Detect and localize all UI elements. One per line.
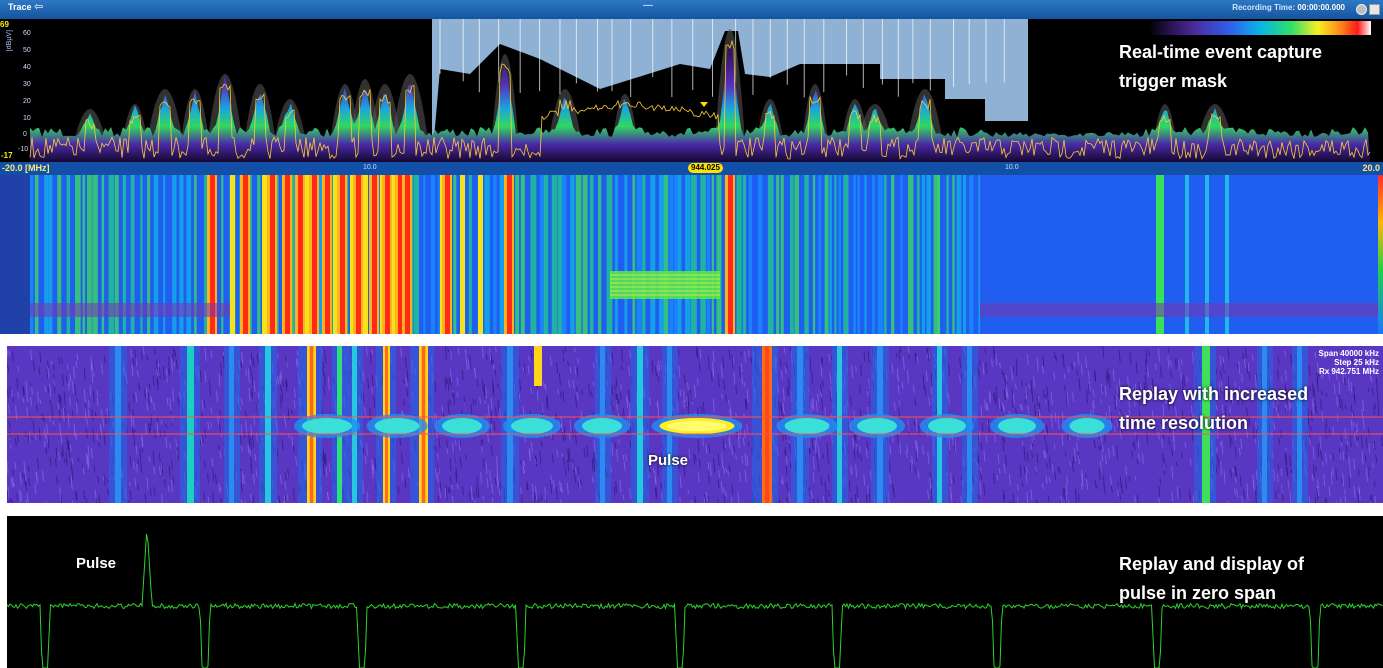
y-axis-max: 69 bbox=[0, 20, 9, 29]
window-title: Trace bbox=[8, 2, 32, 12]
callout-line: Replay with increased bbox=[1119, 384, 1309, 404]
spectrogram bbox=[0, 175, 1378, 334]
y-tick: -10 bbox=[18, 146, 29, 153]
zero-span-panel: Pulse Replay and display of pulse in zer… bbox=[7, 516, 1383, 668]
window-titlebar: Trace ⇦ — Recording Time: 00:00:00.000 bbox=[0, 0, 1383, 19]
trigger-mask-callout: Real-time event capture trigger mask bbox=[1119, 38, 1322, 96]
zero-span-callout: Replay and display of pulse in zero span bbox=[1119, 550, 1304, 608]
replay-waterfall bbox=[7, 346, 1383, 503]
spectrogram-color-legend bbox=[1378, 175, 1383, 334]
rx-readout: Rx 942.751 MHz bbox=[1318, 367, 1379, 376]
freq-axis-right: 20.0 bbox=[1362, 163, 1380, 173]
y-tick: 0 bbox=[23, 131, 27, 138]
y-tick: 30 bbox=[23, 81, 31, 88]
spectrum-trace-plot bbox=[0, 19, 1383, 162]
recording-time-value: 00:00:00.000 bbox=[1297, 3, 1345, 12]
recording-time-label: Recording Time: bbox=[1232, 3, 1296, 12]
frequency-marker[interactable]: 944.025 bbox=[688, 163, 723, 173]
replay-waterfall-panel: Span 40000 kHz Step 25 kHz Rx 942.751 MH… bbox=[7, 346, 1383, 503]
y-axis-min: -17 bbox=[1, 151, 13, 160]
freq-tick: 10.0 bbox=[363, 164, 377, 171]
y-tick: 40 bbox=[23, 64, 31, 71]
callout-line: time resolution bbox=[1119, 413, 1249, 433]
freq-axis-left: -20.0 [MHz] bbox=[2, 163, 50, 173]
pulse-label: Pulse bbox=[648, 452, 689, 469]
trace-panel: Trace ⇦ — Recording Time: 00:00:00.000 6… bbox=[0, 0, 1383, 334]
freq-tick: 10.0 bbox=[1005, 164, 1019, 171]
y-tick: 50 bbox=[23, 47, 31, 54]
recording-time: Recording Time: 00:00:00.000 bbox=[1232, 3, 1345, 12]
close-icon[interactable] bbox=[1369, 4, 1380, 15]
minimize-glyph[interactable]: — bbox=[643, 0, 653, 11]
callout-line: trigger mask bbox=[1119, 71, 1228, 91]
y-tick: 60 bbox=[23, 30, 31, 37]
callout-line: Replay and display of bbox=[1119, 554, 1305, 574]
callout-line: pulse in zero span bbox=[1119, 583, 1277, 603]
step-readout: Step 25 kHz bbox=[1334, 358, 1379, 367]
time-resolution-callout: Replay with increased time resolution bbox=[1119, 380, 1308, 438]
zero-span-trace bbox=[7, 516, 1383, 668]
y-tick: 10 bbox=[23, 115, 31, 122]
back-arrow-icon[interactable]: ⇦ bbox=[34, 1, 44, 13]
settings-icon[interactable] bbox=[1356, 4, 1367, 15]
y-tick: 20 bbox=[23, 98, 31, 105]
span-readout: Span 40000 kHz bbox=[1318, 349, 1379, 358]
y-axis-unit: [dBµV] bbox=[6, 30, 13, 52]
callout-line: Real-time event capture bbox=[1119, 42, 1323, 62]
replay-settings-readout: Span 40000 kHz Step 25 kHz Rx 942.751 MH… bbox=[1319, 349, 1379, 376]
color-scale-bar bbox=[1149, 21, 1371, 35]
pulse-label: Pulse bbox=[76, 555, 117, 572]
